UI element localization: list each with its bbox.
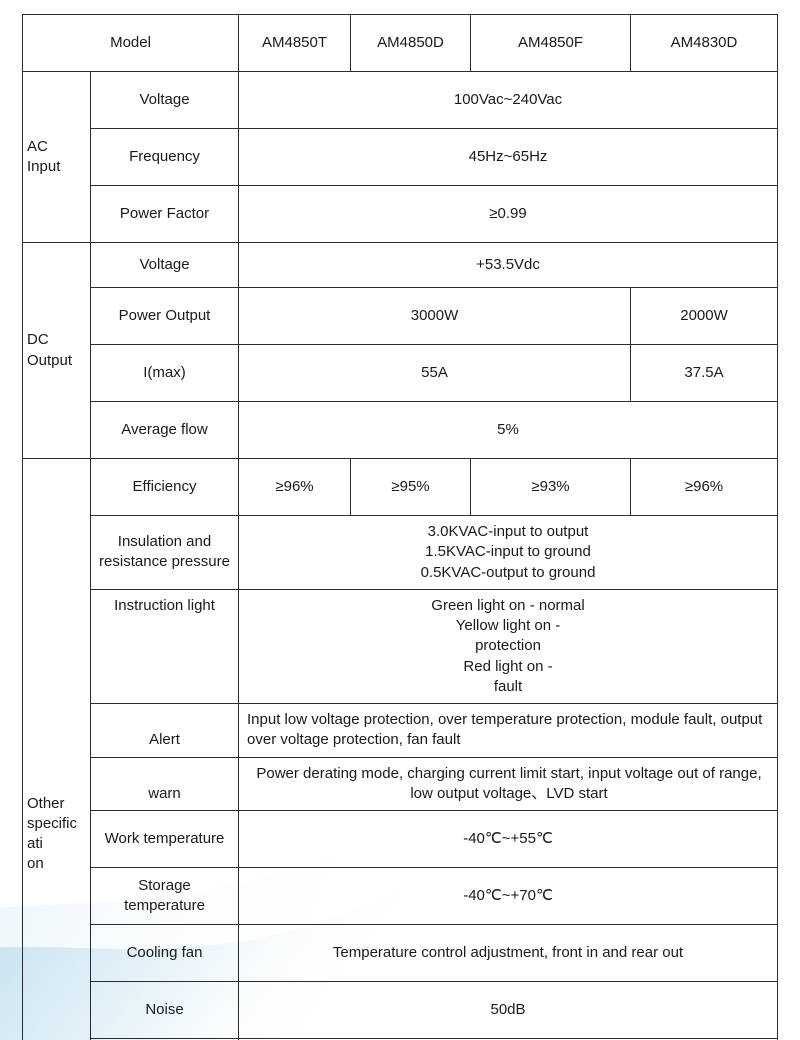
eff-3: ≥96% — [631, 459, 778, 516]
insulation-value: 3.0KVAC-input to output 1.5KVAC-input to… — [239, 516, 778, 590]
dc-power-value-3: 3000W — [239, 288, 631, 345]
ac-pf-label: Power Factor — [91, 186, 239, 243]
insulation-l1: 3.0KVAC-input to output — [245, 522, 771, 542]
header-row: Model AM4850T AM4850D AM4850F AM4830D — [23, 15, 778, 72]
dc-avgflow-value: 5% — [239, 402, 778, 459]
warn-value: Power derating mode, charging current li… — [239, 757, 778, 811]
ac-voltage-value: 100Vac~240Vac — [239, 72, 778, 129]
ac-frequency-label: Frequency — [91, 129, 239, 186]
other-spec-section: Other specificati on — [23, 459, 91, 1040]
insulation-label: Insulation and resistance pressure — [91, 516, 239, 590]
dc-voltage-label: Voltage — [91, 243, 239, 288]
storagetemp-label: Storage temperature — [91, 868, 239, 925]
spec-table: Model AM4850T AM4850D AM4850F AM4830D AC… — [22, 14, 778, 1040]
noise-row: Noise 50dB — [23, 982, 778, 1039]
insulation-l3: 0.5KVAC-output to ground — [245, 563, 771, 583]
instr-light-l2: Yellow light on - — [245, 616, 771, 636]
model-label: Model — [23, 15, 239, 72]
warn-row: warn Power derating mode, charging curre… — [23, 757, 778, 811]
model-1: AM4850D — [351, 15, 471, 72]
dc-imax-row: I(max) 55A 37.5A — [23, 345, 778, 402]
eff-1: ≥95% — [351, 459, 471, 516]
warn-label: warn — [91, 757, 239, 811]
storagetemp-value: -40℃~+70℃ — [239, 868, 778, 925]
dc-power-value-4: 2000W — [631, 288, 778, 345]
instr-light-l1: Green light on - normal — [245, 596, 771, 616]
insulation-row: Insulation and resistance pressure 3.0KV… — [23, 516, 778, 590]
model-2: AM4850F — [471, 15, 631, 72]
ac-frequency-value: 45Hz~65Hz — [239, 129, 778, 186]
ac-pf-row: Power Factor ≥0.99 — [23, 186, 778, 243]
model-3: AM4830D — [631, 15, 778, 72]
noise-label: Noise — [91, 982, 239, 1039]
alert-label: Alert — [91, 704, 239, 758]
dc-power-row: Power Output 3000W 2000W — [23, 288, 778, 345]
spec-table-container: Model AM4850T AM4850D AM4850F AM4830D AC… — [0, 0, 800, 1040]
instr-light-l5: fault — [245, 677, 771, 697]
dc-imax-value-3: 55A — [239, 345, 631, 402]
dc-voltage-value: +53.5Vdc — [239, 243, 778, 288]
coolfan-row: Cooling fan Temperature control adjustme… — [23, 925, 778, 982]
instr-light-row: Instruction light Green light on - norma… — [23, 589, 778, 703]
eff-label: Efficiency — [91, 459, 239, 516]
eff-0: ≥96% — [239, 459, 351, 516]
dc-imax-label: I(max) — [91, 345, 239, 402]
ac-pf-value: ≥0.99 — [239, 186, 778, 243]
alert-row: Alert Input low voltage protection, over… — [23, 704, 778, 758]
dc-output-section-l2: Output — [27, 351, 84, 371]
eff-row: Other specificati on Efficiency ≥96% ≥95… — [23, 459, 778, 516]
model-0: AM4850T — [239, 15, 351, 72]
worktemp-label: Work temperature — [91, 811, 239, 868]
dc-power-label: Power Output — [91, 288, 239, 345]
other-spec-l3: on — [27, 854, 84, 874]
dc-avgflow-row: Average flow 5% — [23, 402, 778, 459]
dc-voltage-row: DC Output Voltage +53.5Vdc — [23, 243, 778, 288]
dc-imax-value-4: 37.5A — [631, 345, 778, 402]
instr-light-l4: Red light on - — [245, 657, 771, 677]
other-spec-l1: Other — [27, 794, 84, 814]
insulation-l2: 1.5KVAC-input to ground — [245, 542, 771, 562]
other-spec-l2: specificati — [27, 814, 84, 855]
ac-input-section: AC Input — [23, 72, 91, 243]
instr-light-l3: protection — [245, 636, 771, 656]
coolfan-value: Temperature control adjustment, front in… — [239, 925, 778, 982]
worktemp-row: Work temperature -40℃~+55℃ — [23, 811, 778, 868]
alert-value: Input low voltage protection, over tempe… — [239, 704, 778, 758]
ac-voltage-label: Voltage — [91, 72, 239, 129]
eff-2: ≥93% — [471, 459, 631, 516]
ac-voltage-row: AC Input Voltage 100Vac~240Vac — [23, 72, 778, 129]
dc-output-section: DC Output — [23, 243, 91, 459]
instr-light-value: Green light on - normal Yellow light on … — [239, 589, 778, 703]
instr-light-label: Instruction light — [91, 589, 239, 703]
storagetemp-row: Storage temperature -40℃~+70℃ — [23, 868, 778, 925]
dc-output-section-l1: DC — [27, 330, 84, 350]
coolfan-label: Cooling fan — [91, 925, 239, 982]
worktemp-value: -40℃~+55℃ — [239, 811, 778, 868]
dc-avgflow-label: Average flow — [91, 402, 239, 459]
noise-value: 50dB — [239, 982, 778, 1039]
ac-frequency-row: Frequency 45Hz~65Hz — [23, 129, 778, 186]
